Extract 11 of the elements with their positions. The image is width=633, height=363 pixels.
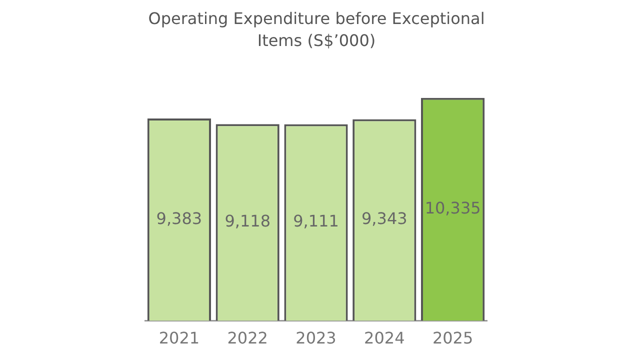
x-tick-label: 2023 [296, 328, 336, 348]
x-tick-label: 2024 [364, 328, 405, 348]
data-label: 9,111 [293, 212, 339, 231]
data-label: 10,335 [424, 198, 481, 218]
data-label: 9,383 [156, 208, 202, 228]
chart-title: Operating Expenditure before Exceptional Items (S$’000) [147, 8, 486, 52]
x-tick-label: 2025 [432, 328, 474, 348]
x-tick-label: 2021 [158, 328, 200, 348]
x-tick-label: 2022 [227, 328, 268, 348]
data-label: 9,343 [361, 209, 408, 228]
data-label: 9,118 [224, 212, 271, 231]
